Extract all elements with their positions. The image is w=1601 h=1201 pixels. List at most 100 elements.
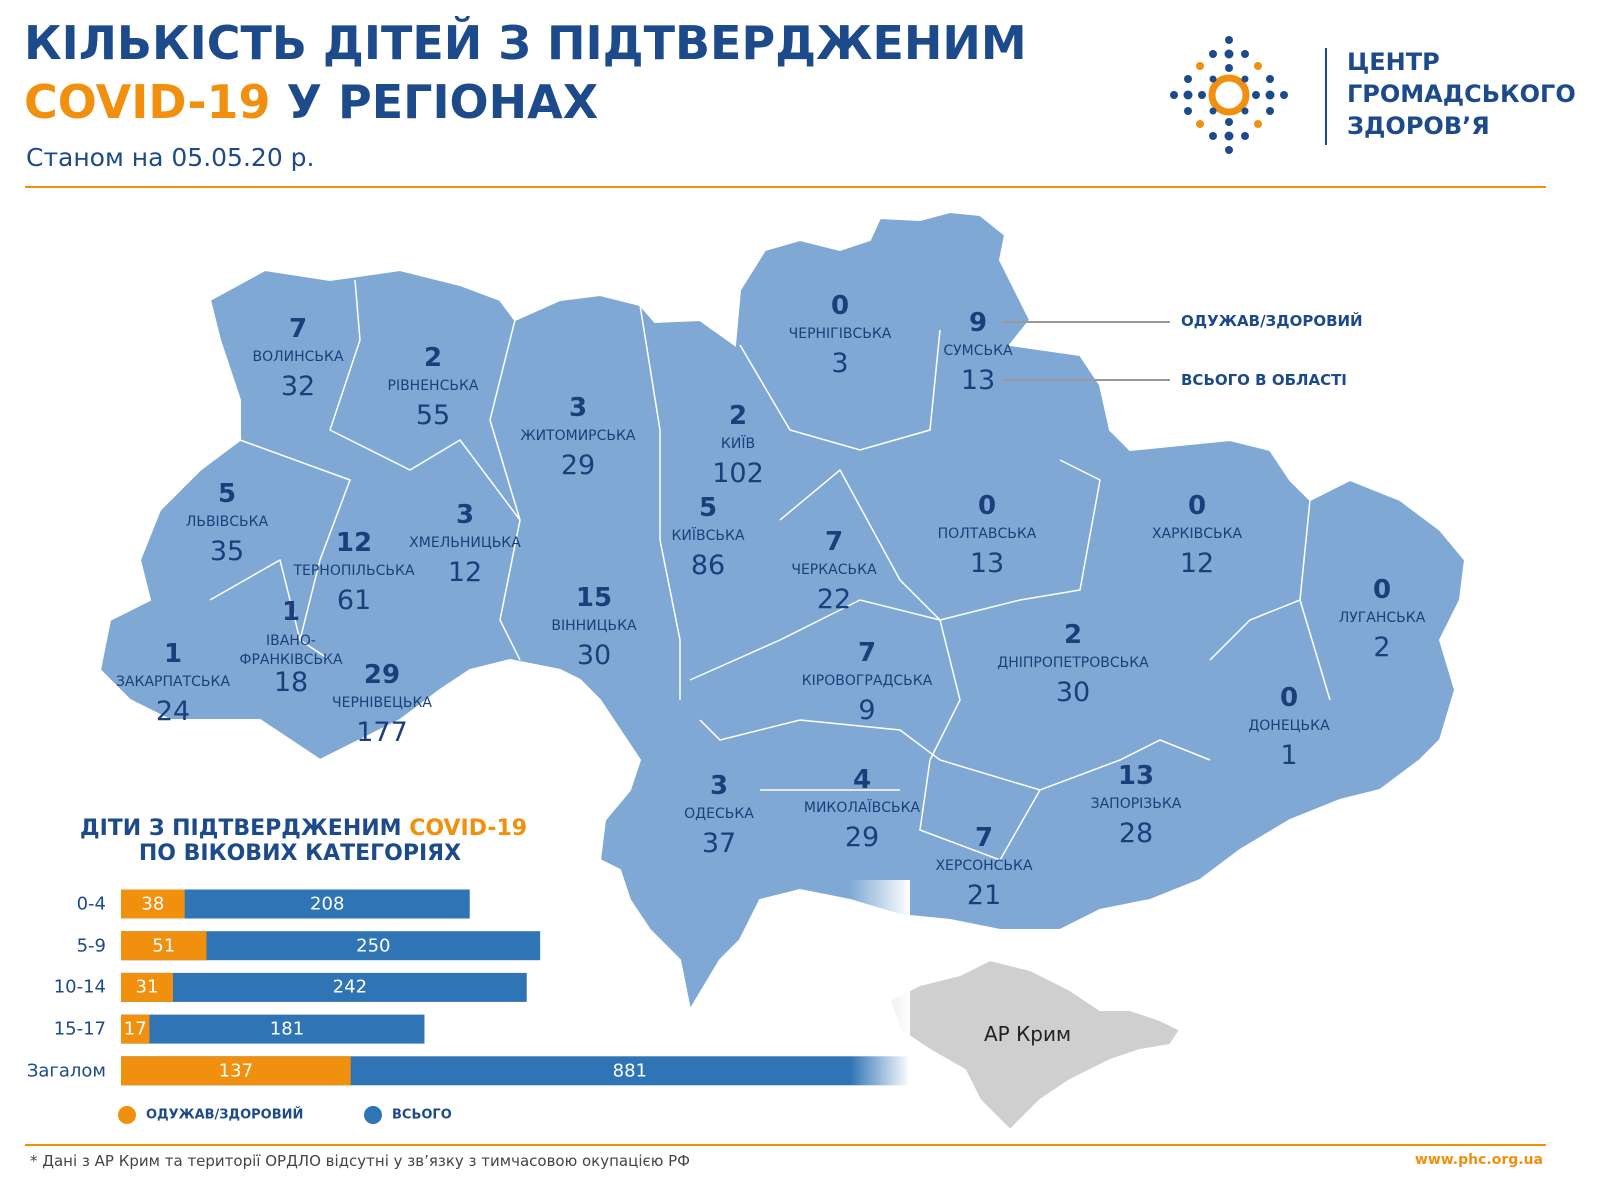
region-total: 1: [1280, 740, 1298, 771]
logo-text: ЦЕНТР: [1347, 48, 1440, 76]
bar-total: [121, 1014, 425, 1044]
region-recovered: 3: [455, 500, 475, 530]
region-name: ХЕРСОНСЬКА: [935, 858, 1033, 874]
region-recovered: 2: [423, 343, 443, 373]
region-total: 9: [858, 695, 876, 726]
region-name: ЛУГАНСЬКА: [1338, 610, 1426, 626]
region-name: ЖИТОМИРСЬКА: [520, 428, 636, 444]
region-total: 29: [844, 822, 880, 853]
region-recovered: 15: [575, 583, 613, 613]
region-recovered: 2: [1063, 620, 1083, 650]
category-label: Загалом: [26, 1060, 106, 1082]
region-recovered: 13: [1117, 761, 1155, 791]
region-name: ОДЕСЬКА: [684, 806, 754, 822]
value-label: 31: [135, 976, 159, 998]
region-recovered: 3: [568, 393, 588, 423]
region-total: 30: [576, 640, 612, 671]
region-name: КИЇВСЬКА: [671, 528, 745, 544]
fade: [850, 880, 910, 1090]
title-line-2: COVID-19 У РЕГІОНАХ: [24, 75, 598, 129]
region-total: 55: [415, 400, 451, 431]
region-name: ЗАПОРІЗЬКА: [1090, 796, 1182, 812]
value-label: 51: [152, 935, 176, 957]
region-total: 22: [816, 584, 852, 615]
region-total: 13: [969, 548, 1005, 579]
value-label: 38: [141, 893, 165, 915]
region-name: ЛЬВІВСЬКА: [185, 514, 269, 530]
chart-title: ДІТИ З ПІДТВЕРДЖЕНИМ COVID-19 ПО ВІКОВИХ …: [80, 816, 527, 866]
region-name: КІРОВОГРАДСЬКА: [801, 673, 933, 689]
region-name: ХМЕЛЬНИЦЬКА: [409, 535, 521, 551]
bar-chart: [118, 880, 910, 1124]
region-total: 2: [1373, 632, 1391, 663]
region-total: 177: [356, 717, 408, 748]
region-total: 29: [560, 450, 596, 481]
region-recovered: 7: [824, 527, 844, 557]
region-total: 37: [701, 828, 737, 859]
value-label: 137: [218, 1060, 254, 1082]
legend-label: ОДУЖАВ/ЗДОРОВИЙ: [146, 1107, 304, 1123]
region-total: 21: [966, 880, 1002, 911]
region-total: 24: [155, 696, 191, 727]
region-total: 86: [690, 550, 726, 581]
region-recovered: 0: [830, 291, 850, 321]
region-recovered: 3: [709, 771, 729, 801]
region-recovered: 7: [857, 638, 877, 668]
region-recovered: 4: [852, 765, 872, 795]
value-label: 17: [123, 1018, 147, 1040]
region-name: СУМСЬКА: [943, 343, 1013, 359]
region-total: 12: [447, 557, 483, 588]
annotation: ВСЬОГО В ОБЛАСТІ: [1181, 371, 1347, 389]
region-name: ІВАНО-ФРАНКІВСЬКА: [239, 633, 343, 668]
date: Станом на 05.05.20 р.: [26, 143, 315, 172]
legend-label: ВСЬОГО: [392, 1107, 452, 1123]
legend-swatch: [364, 1106, 382, 1124]
region-name: ТЕРНОПІЛЬСЬКА: [293, 563, 415, 579]
region-name: ЧЕРКАСЬКА: [791, 562, 877, 578]
region-name: ЗАКАРПАТСЬКА: [115, 674, 231, 690]
region-borders: [209, 279, 1331, 861]
logo-text: ЗДОРОВ’Я: [1347, 112, 1490, 140]
region-recovered: 0: [977, 491, 997, 521]
annotation: ОДУЖАВ/ЗДОРОВИЙ: [1181, 312, 1363, 330]
logo-text: ГРОМАДСЬКОГО: [1347, 80, 1576, 108]
region-recovered: 0: [1187, 491, 1207, 521]
region-total: 32: [280, 371, 316, 402]
bar-recovered: [121, 1056, 351, 1086]
region-name: КИЇВ: [720, 436, 756, 452]
region-total: 13: [960, 365, 996, 396]
region-name: ЧЕРНІГІВСЬКА: [788, 326, 892, 342]
bar-recovered: [121, 889, 185, 919]
region-recovered: 0: [1279, 683, 1299, 713]
crimea: [888, 958, 1182, 1132]
ukraine-map: [98, 210, 1467, 1013]
title-rest: У РЕГІОНАХ: [286, 75, 599, 129]
region-total: 61: [336, 585, 372, 616]
category-label: 15-17: [53, 1018, 106, 1040]
region-recovered: 5: [217, 479, 237, 509]
region-total: 102: [712, 458, 764, 489]
region-recovered: 7: [288, 314, 308, 344]
chart-title-part: COVID-19: [409, 816, 528, 841]
value-label: 242: [332, 976, 368, 998]
region-recovered: 29: [363, 660, 401, 690]
region-name: МИКОЛАЇВСЬКА: [803, 800, 921, 816]
category-label: 0-4: [76, 893, 106, 915]
region-recovered: 0: [1372, 575, 1392, 605]
region-total: 35: [209, 536, 245, 567]
category-label: 5-9: [76, 935, 106, 957]
region-recovered: 1: [163, 639, 183, 669]
region-name: РІВНЕНСЬКА: [387, 378, 479, 394]
region-name: ДОНЕЦЬКА: [1248, 718, 1330, 734]
region-name: ДНІПРОПЕТРОВСЬКА: [997, 655, 1149, 671]
region-name: ЧЕРНІВЕЦЬКА: [332, 695, 432, 711]
url: www.phc.org.ua: [1414, 1152, 1543, 1168]
crimea-label: АР Крим: [984, 1022, 1072, 1046]
title-highlight: COVID-19: [24, 75, 271, 129]
value-label: 250: [356, 935, 391, 957]
bar-recovered: [121, 1014, 150, 1044]
region-total: 3: [831, 348, 849, 379]
region-recovered: 12: [335, 528, 373, 558]
